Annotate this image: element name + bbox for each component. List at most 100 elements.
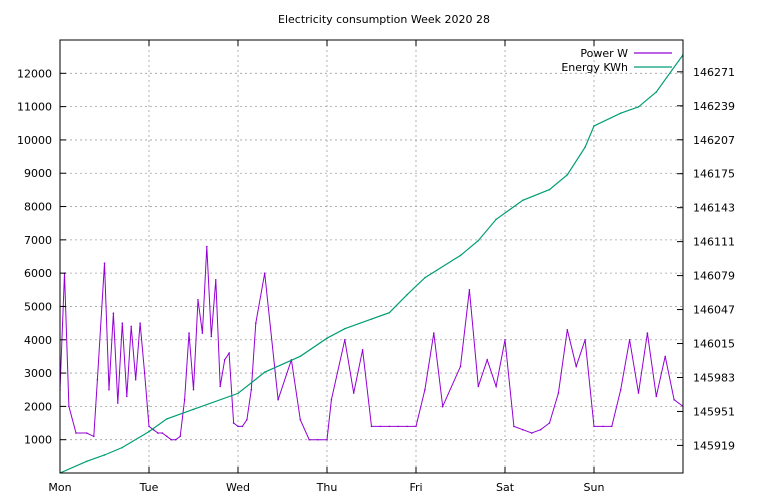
y2-tick-label: 146015	[693, 338, 735, 351]
data-point	[210, 335, 213, 338]
data-point	[477, 385, 480, 388]
data-point	[201, 332, 204, 334]
data-point	[584, 146, 586, 148]
data-point	[344, 338, 346, 341]
data-point	[161, 432, 164, 434]
data-point	[522, 199, 524, 202]
x-tick-label: Mon	[48, 481, 71, 494]
data-point	[673, 398, 675, 401]
data-point	[370, 318, 373, 320]
data-point	[117, 402, 119, 404]
data-point	[379, 425, 382, 428]
x-tick-label: Fri	[409, 481, 422, 494]
y2-tick-label: 146271	[693, 66, 735, 79]
data-point	[593, 125, 595, 127]
data-point	[352, 392, 355, 394]
data-point	[148, 430, 150, 433]
data-point	[406, 425, 408, 428]
data-point	[250, 388, 253, 391]
y2-tick-label: 146239	[693, 100, 735, 113]
data-point	[179, 435, 181, 438]
data-point	[103, 454, 106, 456]
data-point	[139, 322, 141, 324]
data-point	[637, 392, 640, 394]
data-point	[237, 425, 239, 428]
data-point	[130, 325, 132, 328]
data-point	[85, 432, 88, 434]
y2-tick-label: 146175	[693, 168, 735, 181]
data-point	[477, 239, 480, 242]
data-point	[121, 322, 124, 324]
data-point	[263, 272, 266, 274]
data-point	[255, 322, 257, 324]
y-tick-label: 8000	[24, 201, 52, 214]
y-tick-label: 7000	[24, 234, 52, 247]
data-point	[108, 388, 110, 391]
x-tick-label: Tue	[139, 481, 159, 494]
data-point	[308, 438, 311, 441]
x-tick-label: Sat	[496, 481, 515, 494]
data-point	[619, 388, 622, 391]
data-point	[388, 425, 391, 428]
data-point	[85, 460, 88, 463]
y-tick-label: 2000	[24, 400, 52, 413]
data-point	[214, 279, 217, 281]
data-point	[646, 332, 649, 334]
data-point	[192, 408, 195, 411]
data-point	[148, 425, 150, 428]
data-point	[611, 425, 613, 428]
data-point	[602, 425, 604, 428]
data-point	[566, 173, 569, 176]
data-point	[188, 332, 190, 334]
data-point	[263, 371, 266, 373]
data-point	[103, 262, 106, 264]
data-point	[166, 418, 168, 420]
data-point	[299, 355, 302, 358]
data-point	[232, 422, 235, 424]
data-point	[513, 425, 515, 428]
data-point	[655, 91, 658, 93]
data-point	[68, 405, 70, 408]
data-point	[495, 218, 497, 221]
data-point	[174, 438, 177, 441]
y2-tick-label: 146111	[693, 236, 735, 249]
data-point	[566, 328, 569, 331]
axes: Mon Tue Wed Thu Fri Sat Sun 1000 2000 3000 4000 500…	[17, 40, 735, 494]
data-point	[344, 327, 346, 330]
data-point	[166, 435, 168, 438]
data-point	[361, 348, 364, 351]
data-point	[433, 332, 435, 334]
data-point	[326, 337, 328, 340]
x-tick-label: Thu	[316, 481, 338, 494]
y-tick-label: 1000	[24, 434, 52, 447]
y2-tick-label: 146207	[693, 134, 735, 147]
x-tick-label: Wed	[226, 481, 250, 494]
data-point	[326, 438, 328, 441]
data-point	[112, 312, 115, 314]
data-point	[575, 365, 577, 368]
y-tick-label: 9000	[24, 167, 52, 180]
x-tick-label: Sun	[584, 481, 605, 494]
data-point	[93, 435, 95, 438]
data-point	[219, 385, 221, 388]
series-line-power	[60, 246, 683, 441]
data-point	[619, 112, 622, 115]
data-point	[459, 254, 462, 257]
data-point	[522, 428, 524, 431]
data-point	[197, 299, 199, 301]
plot-frame	[59, 39, 684, 474]
data-point	[223, 358, 226, 361]
y-tick-label: 4000	[24, 334, 52, 347]
data-point	[424, 276, 426, 279]
data-point	[504, 338, 506, 341]
data-point	[143, 372, 146, 374]
data-point	[170, 438, 173, 441]
y2-tick-label: 145951	[693, 405, 735, 418]
y2-tick-label: 146047	[693, 304, 735, 317]
series-line-energy	[60, 54, 683, 473]
y-tick-label: 11000	[17, 101, 52, 114]
data-point	[237, 392, 239, 395]
data-point	[557, 392, 560, 394]
